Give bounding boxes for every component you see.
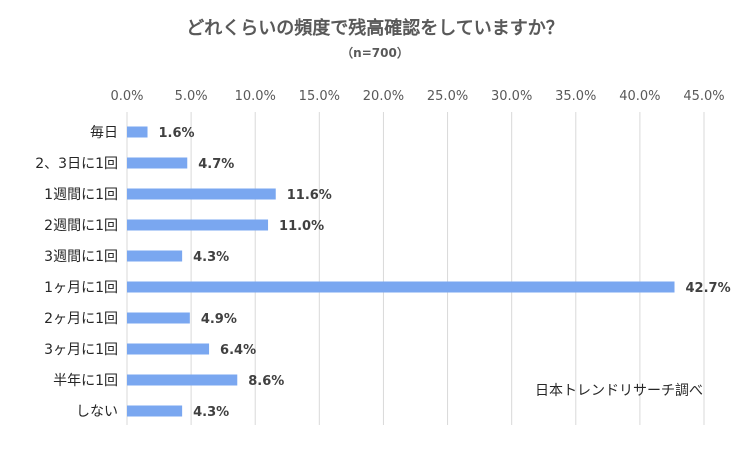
bar [127,281,675,293]
x-tick-label: 30.0% [491,89,532,104]
category-label: 3ヶ月に1回 [44,342,118,358]
x-tick-label: 40.0% [619,89,660,104]
x-tick-label: 15.0% [299,89,340,104]
value-label: 1.6% [159,126,195,141]
category-label: しない [76,404,118,420]
x-tick-label: 20.0% [363,89,404,104]
value-label: 6.4% [220,343,256,358]
x-tick-label: 0.0% [110,89,143,104]
value-label: 4.3% [193,405,229,420]
x-tick-label: 25.0% [427,89,468,104]
bar [127,312,190,324]
value-labels: 1.6% 4.7% 11.6% 11.0% 4.3% 42.7% 4.9% 6.4% 8.6% 4… [159,126,731,420]
bar [127,405,183,417]
x-tick-label: 45.0% [683,89,724,104]
bar [127,343,210,355]
category-label: 1ヶ月に1回 [44,280,118,296]
value-label: 4.3% [193,250,229,265]
category-label: 3週間に1回 [44,249,118,265]
x-tick-label: 35.0% [555,89,596,104]
category-label: 半年に1回 [53,373,118,389]
value-label: 11.6% [287,188,332,203]
category-label: 2週間に1回 [44,218,118,234]
x-axis-ticks: 0.0% 5.0% 10.0% 15.0% 20.0% 25.0% 30.0% 35.0% 40… [110,89,724,104]
value-label: 8.6% [248,374,284,389]
bar [127,374,238,386]
category-label: 2ヶ月に1回 [44,311,118,327]
bar [127,250,183,262]
category-label: 1週間に1回 [44,187,118,203]
category-label: 毎日 [90,125,118,141]
value-label: 4.7% [198,157,234,172]
chart-subtitle: （n=700） [341,46,409,60]
value-label: 42.7% [686,281,731,296]
bar [127,219,269,231]
value-label: 4.9% [201,312,237,327]
chart-title: どれくらいの頻度で残高確認をしていますか？ [186,18,564,39]
bar [127,188,276,200]
value-label: 11.0% [279,219,324,234]
bars [127,126,675,417]
bar [127,126,148,138]
bar [127,157,188,169]
category-labels: 毎日 2、3日に1回 1週間に1回 2週間に1回 3週間に1回 1ヶ月に1回 2ヶ月に1回 3… [35,125,118,420]
gridlines [126,112,705,425]
x-tick-label: 10.0% [235,89,276,104]
source-note: 日本トレンドリサーチ調べ [535,383,703,399]
x-tick-label: 5.0% [175,89,208,104]
category-label: 2、3日に1回 [35,156,118,172]
